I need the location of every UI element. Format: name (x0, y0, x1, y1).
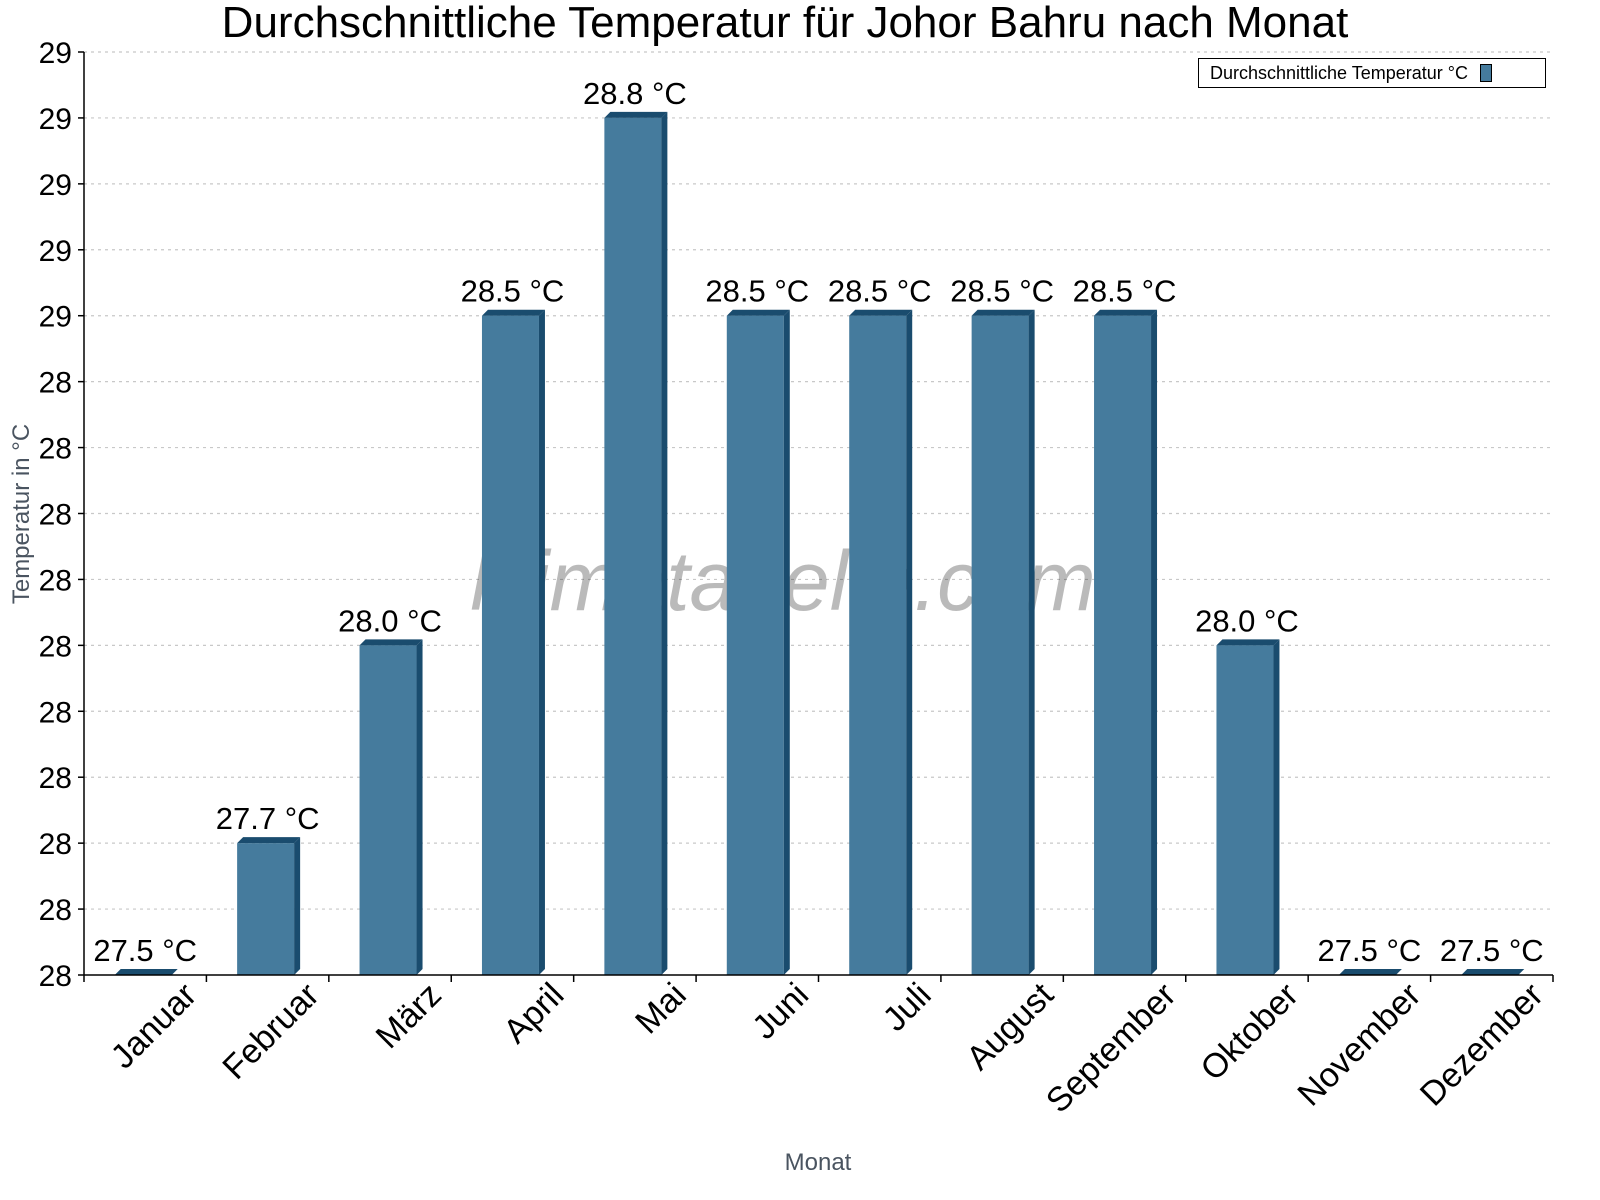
bar-front (604, 117, 662, 975)
bar-front (481, 315, 539, 975)
data-label: 27.5 °C (93, 933, 197, 968)
bar-august: 28.5 °C (950, 274, 1054, 975)
y-tick-label: 28 (39, 894, 72, 927)
data-label: 27.5 °C (1440, 933, 1544, 968)
data-label: 28.5 °C (828, 274, 932, 309)
y-tick-label: 28 (39, 960, 72, 993)
bar-april: 28.5 °C (461, 274, 565, 975)
bar-front (849, 315, 907, 975)
bar-dezember: 27.5 °C (1440, 933, 1544, 975)
bar-side (1028, 309, 1035, 975)
bar-november: 27.5 °C (1318, 933, 1422, 975)
bar-mai: 28.8 °C (583, 76, 687, 975)
y-tick-label: 28 (39, 828, 72, 861)
bar-top (1216, 639, 1280, 646)
bar-top (237, 837, 301, 844)
bar-september: 28.5 °C (1073, 274, 1177, 975)
gridlines (84, 51, 1553, 910)
y-tick-label: 28 (39, 564, 72, 597)
x-tick-label: Juni (745, 976, 816, 1047)
data-label: 28.5 °C (1073, 274, 1177, 309)
y-tick-label: 28 (39, 433, 72, 466)
data-label: 28.8 °C (583, 76, 687, 111)
x-tick-label: August (959, 975, 1061, 1077)
data-label: 28.0 °C (1195, 603, 1299, 638)
bar-front (971, 315, 1029, 975)
bar-top (359, 639, 423, 646)
x-tick-label: Mai (628, 976, 694, 1042)
bar-top (481, 309, 545, 316)
bar-front (237, 843, 295, 975)
bar-top (971, 309, 1035, 316)
y-tick-label: 29 (39, 235, 72, 268)
y-axis-ticks: 29 29 29 29 29 28 28 28 28 28 28 28 28 28 28 (39, 37, 84, 993)
y-tick-label: 29 (39, 37, 72, 70)
x-axis-title: Monat (785, 1149, 852, 1176)
bar-oktober: 28.0 °C (1195, 603, 1299, 975)
data-label: 27.7 °C (216, 801, 320, 836)
bar-side (1273, 639, 1280, 975)
y-tick-label: 28 (39, 367, 72, 400)
bar-side (294, 837, 301, 975)
bar-top (114, 969, 178, 975)
legend: Durchschnittliche Temperatur °C (1198, 58, 1546, 88)
x-tick-label: Januar (104, 976, 204, 1076)
bar-side (538, 309, 545, 975)
chart-title: Durchschnittliche Temperatur für Johor B… (221, 0, 1349, 47)
bar-januar: 27.5 °C (93, 933, 197, 975)
bar-top (1094, 309, 1158, 316)
x-tick-label: April (496, 976, 571, 1051)
y-tick-label: 29 (39, 169, 72, 202)
bar-side (1151, 309, 1158, 975)
y-tick-label: 28 (39, 762, 72, 795)
y-tick-label: 29 (39, 103, 72, 136)
legend-label: Durchschnittliche Temperatur °C (1210, 62, 1468, 83)
bar-front (359, 645, 417, 975)
data-label: 28.0 °C (338, 603, 442, 638)
x-tick-label: Februar (215, 976, 326, 1087)
x-tick-label: September (1039, 976, 1183, 1120)
y-tick-label: 28 (39, 630, 72, 663)
data-label: 27.5 °C (1318, 933, 1422, 968)
data-label: 28.5 °C (950, 274, 1054, 309)
x-tick-label: März (369, 976, 449, 1056)
bar-side (906, 309, 913, 975)
x-axis-ticks: Januar Februar März April Mai Juni Juli AugustS… (83, 975, 1554, 1120)
bar-juli: 28.5 °C (828, 274, 932, 975)
bar-top (604, 111, 668, 118)
bar-top (1338, 969, 1402, 975)
bar-top (726, 309, 790, 316)
data-label: 28.5 °C (705, 274, 809, 309)
bar-front (726, 315, 784, 975)
bar-side (783, 309, 790, 975)
bar-front (1216, 645, 1274, 975)
bar-top (1461, 969, 1525, 975)
x-tick-label: Dezember (1413, 976, 1551, 1114)
x-tick-label: Oktober (1193, 976, 1305, 1088)
bars: 27.5 °C 27.7 °C 28.0 °C 28.5 °C 28.8 °C 28.5 … (93, 76, 1544, 975)
y-axis-title: Temperatur in °C (8, 424, 35, 604)
bar-side (661, 111, 668, 975)
bar-front (1094, 315, 1152, 975)
bar-side (416, 639, 423, 975)
bar-top (849, 309, 913, 316)
x-tick-label: November (1290, 976, 1428, 1114)
legend-swatch-icon (1479, 64, 1492, 82)
data-label: 28.5 °C (461, 274, 565, 309)
bar-februar: 27.7 °C (216, 801, 320, 975)
y-tick-label: 28 (39, 499, 72, 532)
bar-juni: 28.5 °C (705, 274, 809, 975)
y-tick-label: 28 (39, 696, 72, 729)
y-tick-label: 29 (39, 301, 72, 334)
bar-märz: 28.0 °C (338, 603, 442, 975)
x-tick-label: Juli (876, 976, 939, 1039)
